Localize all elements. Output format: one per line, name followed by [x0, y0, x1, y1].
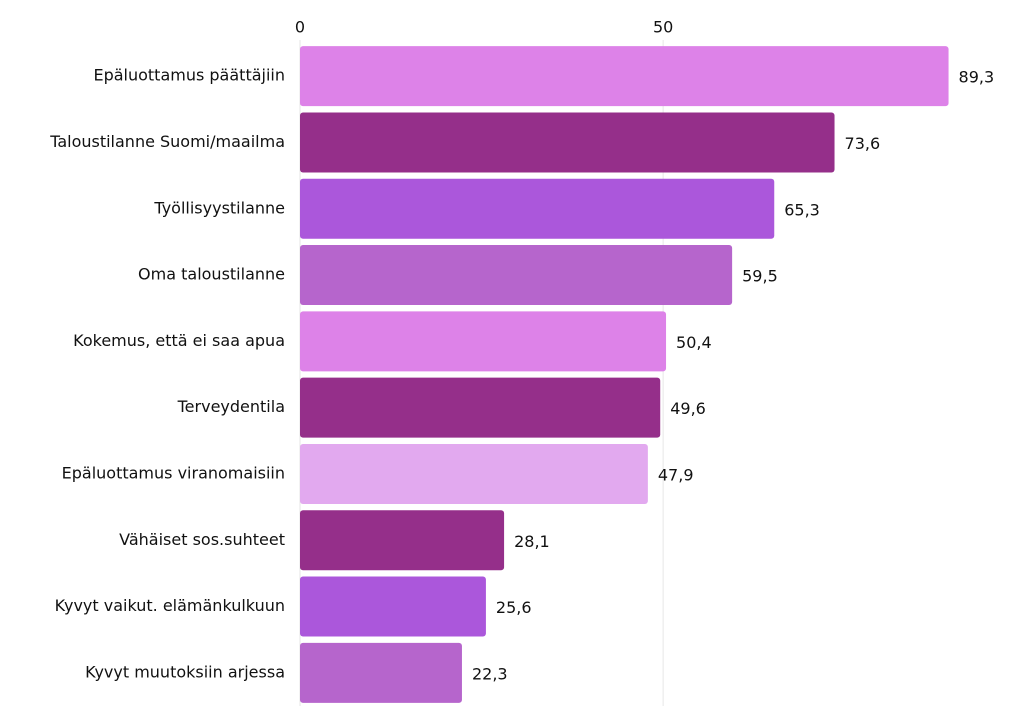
y-tick-label: Terveydentila — [177, 397, 285, 416]
y-tick-label: Oma taloustilanne — [138, 265, 285, 284]
y-tick-label: Epäluottamus viranomaisiin — [62, 463, 285, 482]
y-tick-label: Kyvyt muutoksiin arjessa — [85, 662, 285, 681]
data-label: 65,3 — [784, 200, 820, 219]
bar — [300, 311, 667, 372]
bar — [300, 112, 835, 173]
bar — [300, 642, 462, 703]
bar — [300, 245, 733, 306]
data-label: 50,4 — [676, 333, 712, 352]
y-tick-label: Työllisyystilanne — [153, 198, 285, 217]
y-tick-label: Kyvyt vaikut. elämänkulkuun — [55, 596, 285, 615]
bar — [300, 576, 486, 637]
bar — [300, 510, 505, 571]
bar — [300, 46, 949, 107]
data-label: 22,3 — [472, 664, 508, 683]
data-label: 73,6 — [845, 134, 881, 153]
y-tick-label: Taloustilanne Suomi/maailma — [49, 132, 285, 151]
y-tick-label: Kokemus, että ei saa apua — [73, 331, 285, 350]
data-label: 25,6 — [496, 598, 532, 617]
data-label: 89,3 — [959, 68, 995, 87]
y-tick-label: Vähäiset sos.suhteet — [119, 530, 285, 549]
bar — [300, 377, 661, 438]
bar — [300, 443, 648, 504]
x-tick-label: 50 — [653, 18, 673, 37]
x-tick-label: 0 — [295, 18, 305, 37]
bar — [300, 178, 775, 239]
y-tick-label: Epäluottamus päättäjiin — [93, 66, 285, 85]
data-label: 49,6 — [670, 399, 706, 418]
data-label: 59,5 — [742, 267, 778, 286]
data-label: 28,1 — [514, 532, 550, 551]
data-label: 47,9 — [658, 465, 694, 484]
